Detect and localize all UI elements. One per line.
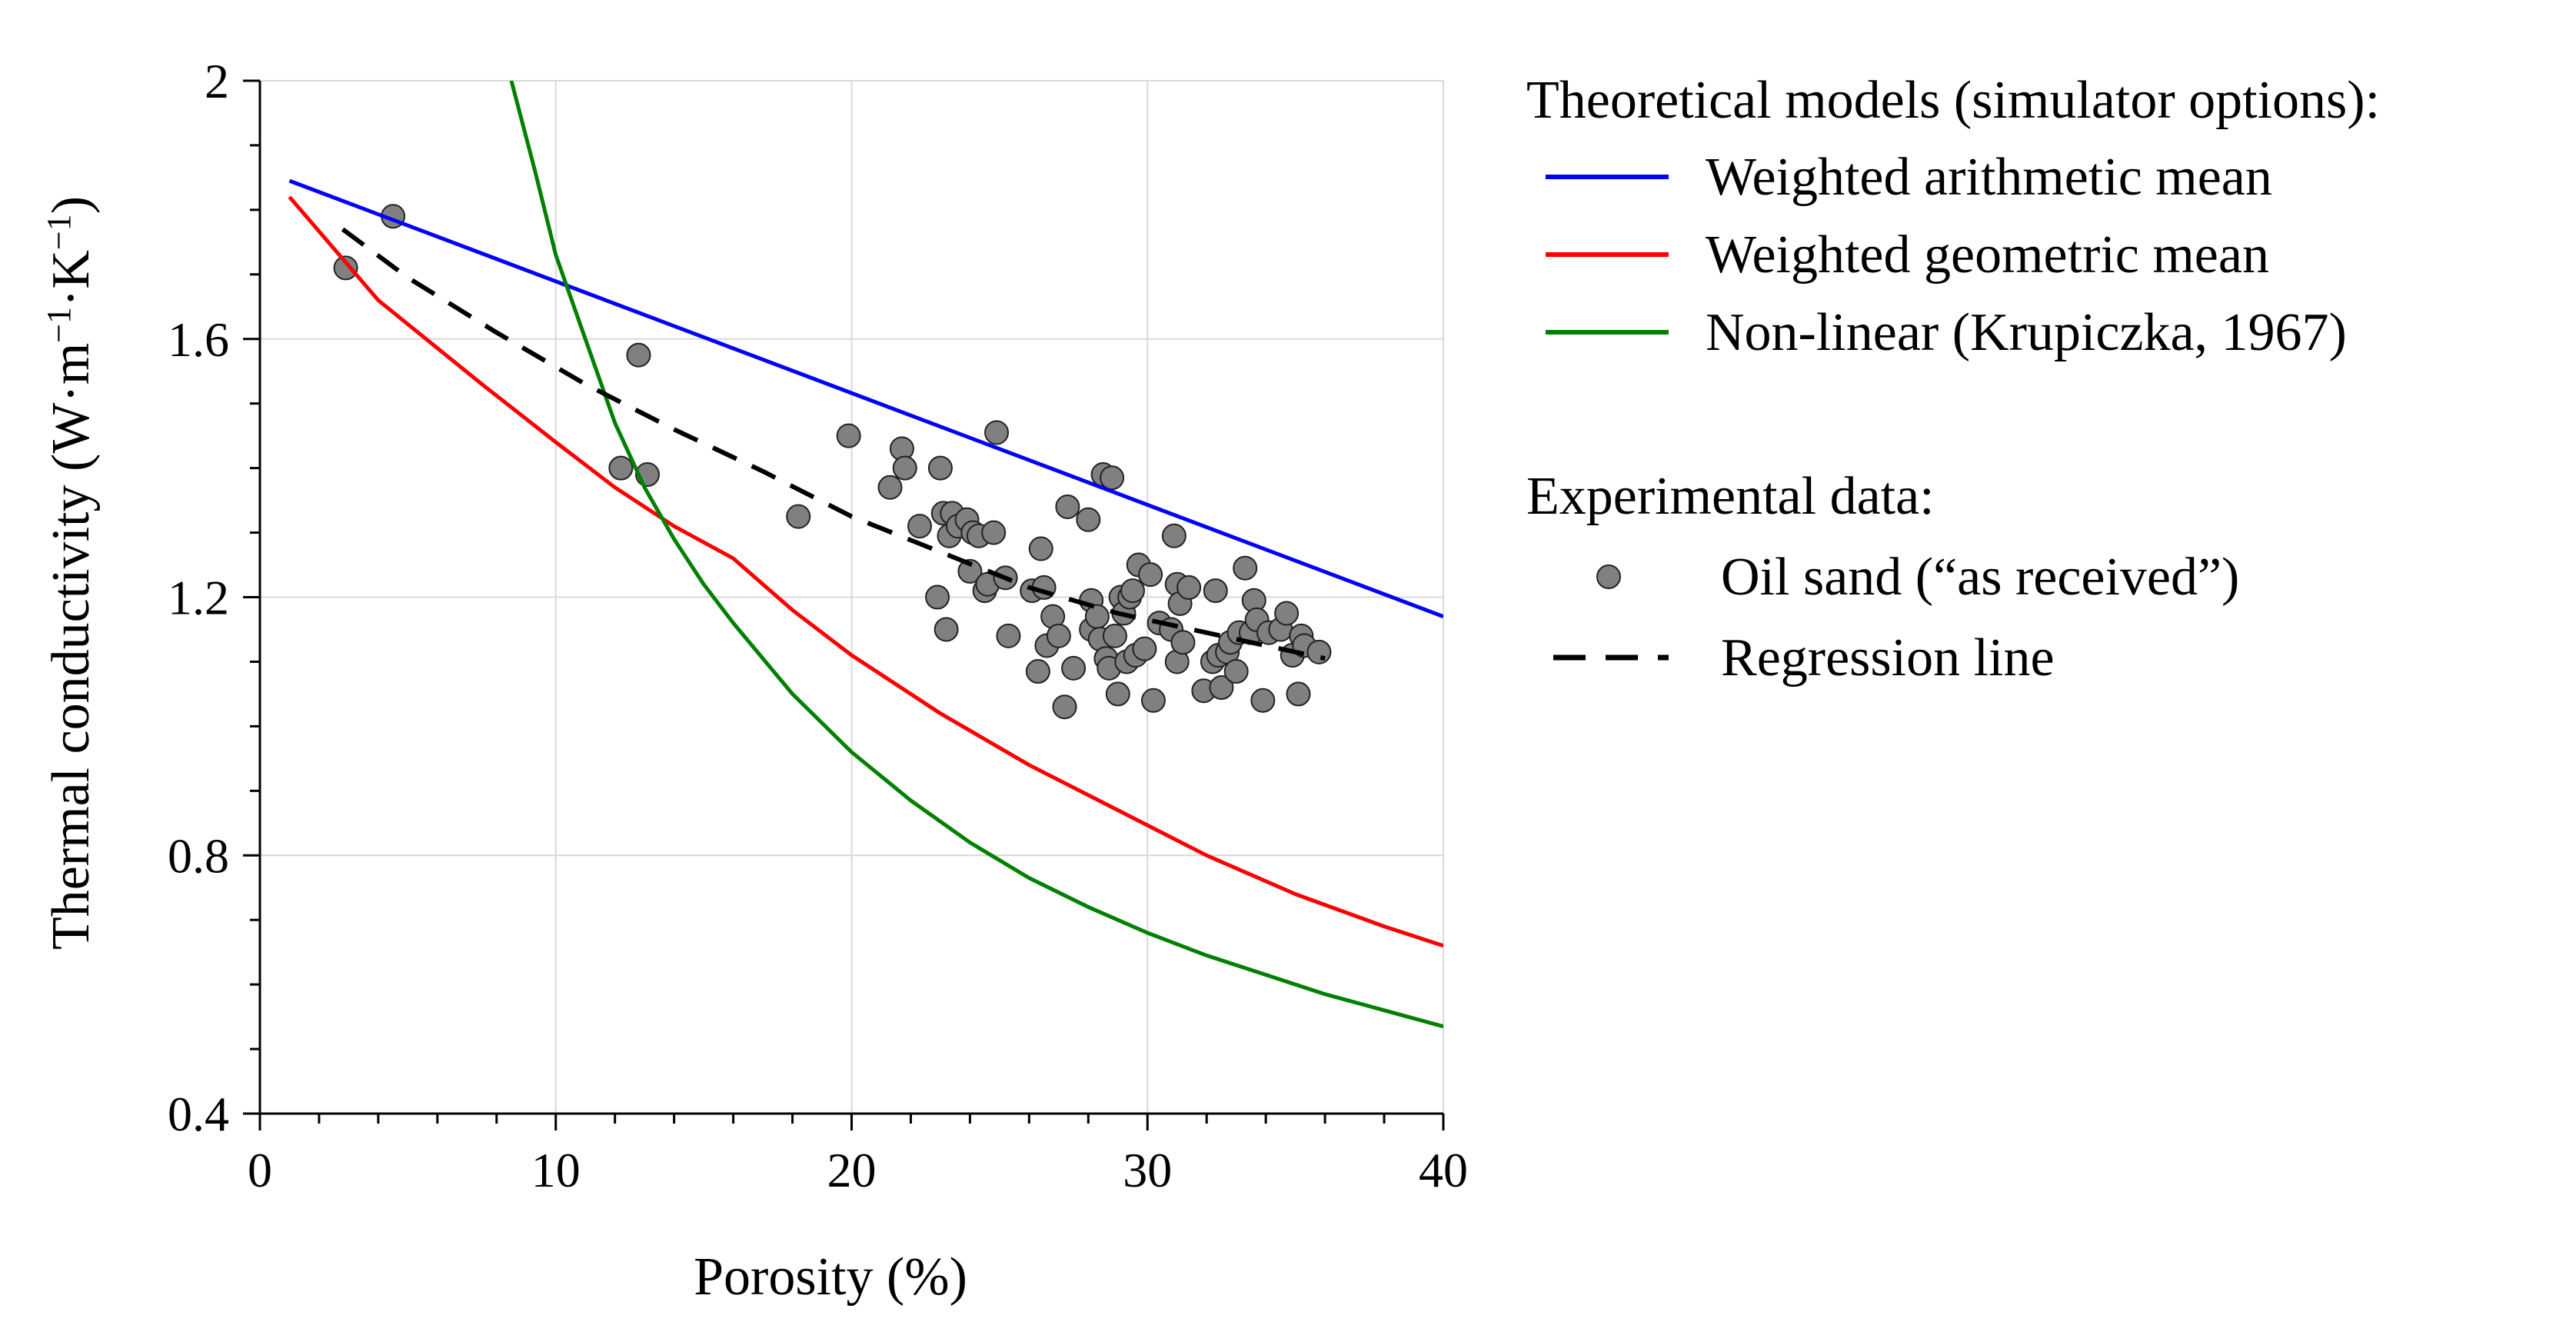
legend-label-oil-sand: Oil sand (“as received”) xyxy=(1721,548,2239,607)
series-line-arithmetic xyxy=(288,178,1443,619)
data-point-6 xyxy=(836,423,861,448)
data-point-53 xyxy=(1120,578,1146,604)
y-tick-label-4: 2 xyxy=(205,54,229,108)
x-tick-label-1: 10 xyxy=(531,1143,581,1197)
data-point-24 xyxy=(981,520,1007,545)
y-axis-title-sup1: −1 xyxy=(40,307,78,343)
data-point-71 xyxy=(1209,675,1234,701)
data-point-65 xyxy=(1170,630,1196,655)
x-axis-title: Porosity (%) xyxy=(694,1247,967,1307)
y-tick-label-2: 1.2 xyxy=(168,571,229,625)
data-point-12 xyxy=(927,455,953,481)
x-tick-label-4: 40 xyxy=(1419,1143,1468,1197)
y-axis-title-sup2: −1 xyxy=(40,214,78,250)
data-series xyxy=(288,81,1443,1029)
data-point-66 xyxy=(1177,574,1202,600)
tick-labels: 0 10 20 30 40 0.4 0.8 1.2 1.6 2 xyxy=(168,54,1468,1197)
data-point-5 xyxy=(786,504,811,529)
data-point-69 xyxy=(1203,578,1228,604)
data-point-0 xyxy=(333,255,358,281)
x-tick-label-3: 30 xyxy=(1123,1143,1172,1197)
data-point-41 xyxy=(1084,604,1110,629)
data-point-35 xyxy=(1052,694,1077,720)
y-axis-title-end: ) xyxy=(42,196,101,214)
legend-theory-heading: Theoretical models (simulator options): xyxy=(1526,71,2380,130)
data-point-83 xyxy=(1274,601,1300,626)
data-point-80 xyxy=(1250,688,1276,713)
data-point-9 xyxy=(892,455,917,481)
data-point-38 xyxy=(1076,507,1101,532)
series-line-krupiczka xyxy=(509,81,1443,1029)
data-point-37 xyxy=(1061,655,1087,681)
data-point-48 xyxy=(1105,681,1130,707)
axis-ticks xyxy=(243,79,1445,1131)
data-point-19 xyxy=(957,558,983,584)
data-point-76 xyxy=(1233,555,1258,581)
data-point-56 xyxy=(1132,636,1157,661)
data-point-58 xyxy=(1140,688,1166,713)
y-axis-title: Thermal conductivity (W·m−1·K−1) xyxy=(40,196,102,950)
legend-label-arithmetic: Weighted arithmetic mean xyxy=(1706,148,2272,207)
y-tick-label-1: 0.8 xyxy=(168,828,229,883)
data-point-34 xyxy=(1046,623,1071,648)
x-tick-label-0: 0 xyxy=(248,1143,272,1197)
legend-label-krupiczka: Non-linear (Krupiczka, 1967) xyxy=(1706,303,2347,362)
data-point-11 xyxy=(925,584,950,610)
data-point-2 xyxy=(608,455,634,481)
data-point-88 xyxy=(1306,639,1332,664)
data-point-74 xyxy=(1223,659,1249,684)
legend-experimental-heading: Experimental data: xyxy=(1526,467,1935,526)
series-line-geometric xyxy=(288,195,1443,948)
data-point-85 xyxy=(1286,681,1311,707)
data-point-25 xyxy=(984,420,1010,445)
data-point-47 xyxy=(1102,623,1127,648)
legend-label-geometric: Weighted geometric mean xyxy=(1706,225,2269,285)
data-point-61 xyxy=(1161,523,1186,548)
y-axis-title-main: Thermal conductivity (W·m xyxy=(42,343,101,950)
series-line-regression xyxy=(341,227,1326,661)
y-tick-label-0: 0.4 xyxy=(168,1087,229,1141)
data-point-57 xyxy=(1138,562,1163,588)
scatter-oil-sand xyxy=(333,204,1332,720)
data-point-36 xyxy=(1055,494,1080,519)
data-point-30 xyxy=(1028,536,1053,561)
y-tick-label-3: 1.6 xyxy=(168,312,229,367)
x-tick-label-2: 20 xyxy=(827,1143,877,1197)
data-point-29 xyxy=(1025,659,1050,684)
legend: Theoretical models (simulator options): … xyxy=(1526,71,2380,688)
data-point-27 xyxy=(996,623,1021,648)
data-point-14 xyxy=(934,617,959,642)
y-axis-title-mid: ·K xyxy=(42,250,101,307)
data-point-10 xyxy=(907,514,932,539)
data-point-3 xyxy=(626,342,651,368)
data-point-7 xyxy=(877,475,903,500)
legend-label-regression: Regression line xyxy=(1721,628,2055,688)
data-point-46 xyxy=(1100,465,1125,491)
legend-swatch-oil-sand xyxy=(1596,564,1621,589)
